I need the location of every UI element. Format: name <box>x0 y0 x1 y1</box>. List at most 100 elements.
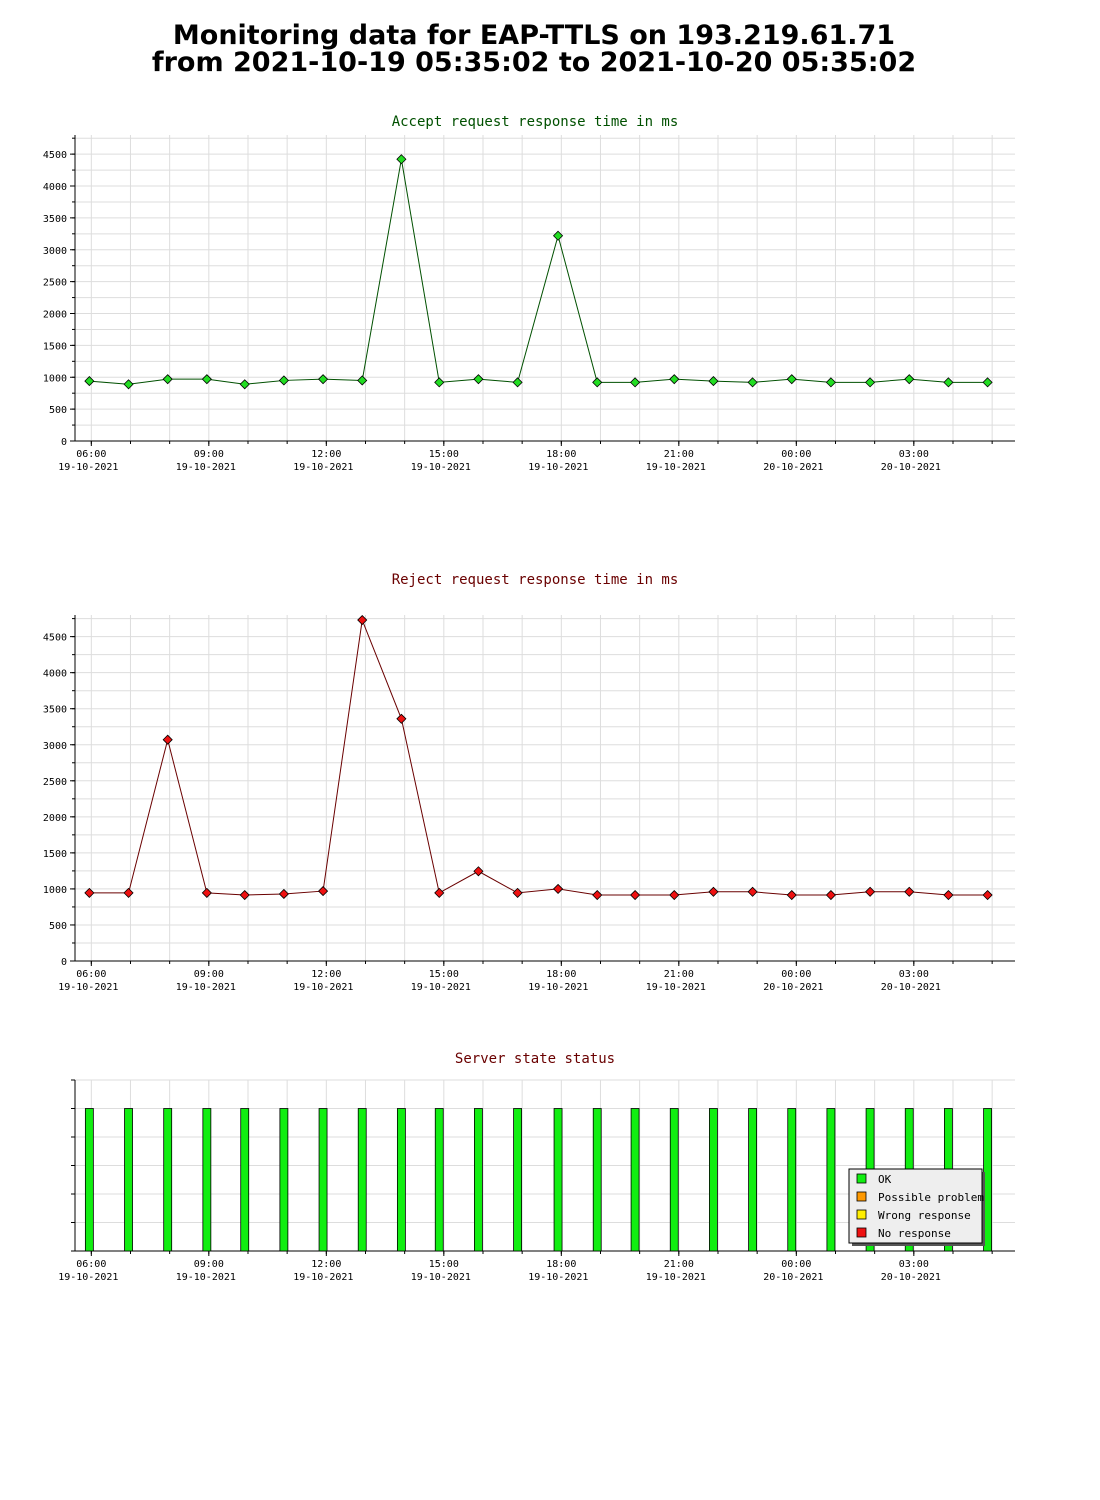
status-xtick-time: 03:00 <box>899 1259 929 1270</box>
accept-ytick-label: 4500 <box>43 150 67 161</box>
accept-xtick-time: 12:00 <box>311 449 341 460</box>
status-bar <box>202 1108 212 1252</box>
legend-swatch-no-response <box>856 1227 867 1238</box>
accept-data-point <box>865 377 876 388</box>
accept-data-point <box>123 379 134 390</box>
accept-data-point <box>982 377 993 388</box>
accept-data-point <box>239 379 250 390</box>
accept-xtick-date: 20-10-2021 <box>763 462 823 473</box>
accept-data-point <box>669 374 680 385</box>
accept-xtick-date: 19-10-2021 <box>646 462 706 473</box>
accept-data-point <box>278 375 289 386</box>
reject-data-point <box>317 886 329 897</box>
legend-swatch-wrong-response <box>856 1209 867 1220</box>
accept-series-line <box>89 159 988 385</box>
reject-ytick-label: 2500 <box>43 777 67 788</box>
page-title-line1: Monitoring data for EAP-TTLS on 193.219.… <box>172 20 896 51</box>
status-xtick-time: 06:00 <box>76 1259 106 1270</box>
status-bar <box>553 1108 563 1252</box>
accept-data-point <box>317 374 329 385</box>
reject-data-point <box>84 887 95 898</box>
reject-data-point <box>943 889 954 901</box>
accept-data-point <box>708 376 719 387</box>
reject-ytick-label: 3000 <box>43 741 67 752</box>
status-xtick-date: 20-10-2021 <box>881 1272 941 1283</box>
status-chart-title: Server state status <box>455 1051 615 1067</box>
accept-xtick-time: 06:00 <box>76 449 106 460</box>
status-bar <box>630 1108 640 1252</box>
accept-data-point <box>473 374 484 385</box>
accept-ytick-label: 500 <box>49 405 67 416</box>
accept-xtick-time: 18:00 <box>546 449 576 460</box>
accept-chart-title: Accept request response time in ms <box>392 114 679 130</box>
legend-swatch-ok <box>856 1173 867 1184</box>
status-legend: OK Possible problem Wrong response No respo… <box>848 1168 985 1246</box>
reject-ytick-label: 2000 <box>43 813 67 824</box>
reject-data-point <box>162 734 173 745</box>
legend-label-wrong-response: Wrong response <box>878 1209 971 1222</box>
reject-data-point <box>708 886 719 897</box>
status-xtick-time: 12:00 <box>311 1259 341 1270</box>
status-xtick-time: 21:00 <box>664 1259 694 1270</box>
status-bar <box>474 1108 483 1252</box>
reject-data-point <box>982 889 993 901</box>
accept-xtick-time: 03:00 <box>899 449 929 460</box>
accept-data-point <box>434 377 445 388</box>
status-bar <box>396 1108 406 1252</box>
reject-data-point <box>434 887 445 898</box>
accept-data-point <box>552 230 564 241</box>
reject-ytick-label: 4000 <box>43 669 67 680</box>
reject-data-point <box>512 887 523 898</box>
accept-data-point <box>904 374 915 385</box>
status-bar <box>787 1108 797 1252</box>
accept-data-point <box>825 377 836 388</box>
accept-data-point <box>786 374 797 385</box>
reject-ytick-label: 500 <box>49 921 67 932</box>
accept-data-point <box>592 377 603 388</box>
reject-xtick-time: 15:00 <box>429 969 459 980</box>
reject-xtick-date: 20-10-2021 <box>763 982 823 993</box>
legend-box <box>848 1168 983 1244</box>
status-bar <box>513 1108 522 1252</box>
accept-ytick-label: 2000 <box>43 310 67 321</box>
accept-xtick-time: 00:00 <box>781 449 811 460</box>
accept-data-point <box>943 377 954 388</box>
reject-ytick-label: 4500 <box>43 633 67 644</box>
reject-xtick-time: 09:00 <box>194 969 224 980</box>
legend-label-ok: OK <box>878 1173 892 1186</box>
status-bar <box>84 1108 94 1252</box>
reject-xtick-date: 19-10-2021 <box>58 982 118 993</box>
status-bar <box>240 1108 250 1252</box>
accept-ytick-label: 1000 <box>43 373 67 384</box>
accept-xtick-date: 19-10-2021 <box>528 462 588 473</box>
reject-xtick-time: 21:00 <box>664 969 694 980</box>
reject-data-point <box>123 887 134 898</box>
accept-xtick-date: 19-10-2021 <box>58 462 118 473</box>
reject-data-point <box>552 883 564 894</box>
reject-xtick-date: 19-10-2021 <box>528 982 588 993</box>
status-xtick-date: 19-10-2021 <box>411 1272 471 1283</box>
accept-xtick-date: 19-10-2021 <box>176 462 236 473</box>
status-bar <box>434 1108 444 1252</box>
reject-data-point <box>278 888 289 900</box>
accept-ytick-label: 4000 <box>43 182 67 193</box>
reject-xtick-date: 19-10-2021 <box>646 982 706 993</box>
status-bar <box>357 1108 367 1252</box>
status-bar <box>709 1108 718 1252</box>
status-xtick-date: 19-10-2021 <box>293 1272 353 1283</box>
accept-data-point <box>84 376 95 387</box>
reject-chart-title: Reject request response time in ms <box>392 572 679 588</box>
reject-data-point <box>239 889 250 901</box>
status-chart: Server state status 06:00 19-10-2021 09:00 1… <box>58 1051 1015 1283</box>
status-bar <box>318 1108 328 1252</box>
status-xtick-time: 09:00 <box>194 1259 224 1270</box>
accept-ytick-label: 0 <box>61 437 67 448</box>
status-xtick-time: 18:00 <box>546 1259 576 1270</box>
status-xtick-date: 19-10-2021 <box>58 1272 118 1283</box>
accept-xtick-date: 19-10-2021 <box>293 462 353 473</box>
status-bar <box>669 1108 679 1252</box>
reject-data-point <box>357 614 368 626</box>
reject-xtick-time: 18:00 <box>546 969 576 980</box>
legend-label-possible-problem: Possible problem <box>878 1191 984 1204</box>
